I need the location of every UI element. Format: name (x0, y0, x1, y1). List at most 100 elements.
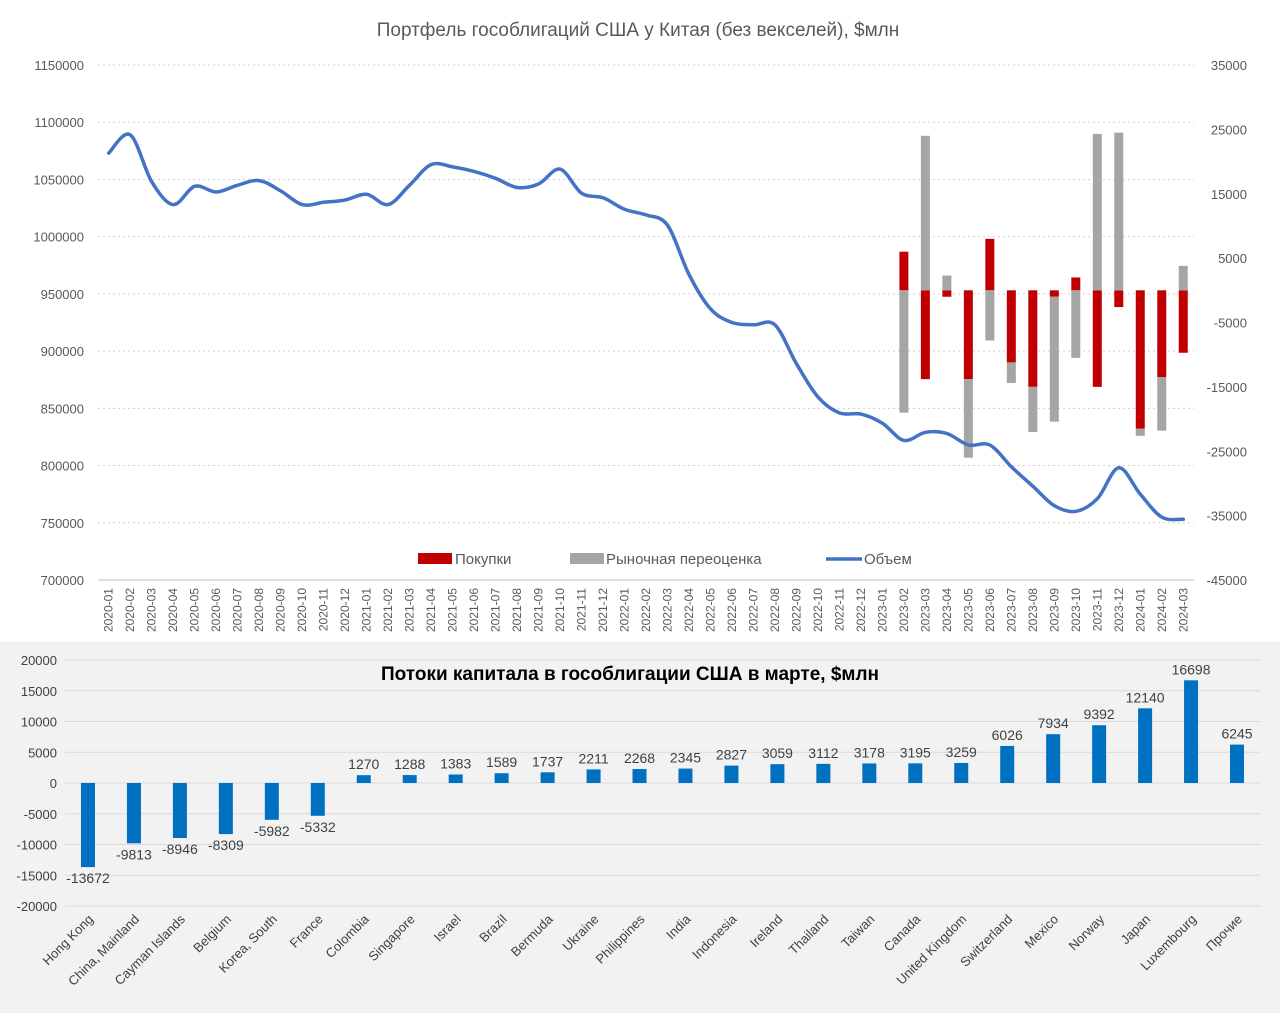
y-tick-label: -10000 (17, 838, 57, 853)
x-tick-label: 2021-04 (424, 588, 438, 632)
flow-bar (816, 763, 831, 783)
flow-bar (1046, 734, 1061, 783)
flow-bar (678, 768, 693, 783)
x-tick-label: 2023-06 (983, 588, 997, 632)
data-label: 6026 (992, 727, 1023, 743)
data-label: 2268 (624, 750, 655, 766)
category-label: Brazil (476, 911, 510, 945)
capital-flows-chart-svg: Потоки капитала в гособлигации США в мар… (17, 653, 1260, 989)
data-label: 3059 (762, 745, 793, 761)
data-label: 2211 (579, 750, 609, 766)
purchases-bar (1092, 290, 1102, 387)
category-label: Indonesia (689, 911, 740, 962)
chart-title-flows: Потоки капитала в гособлигации США в мар… (381, 664, 879, 685)
revaluation-bar (1178, 265, 1188, 291)
x-tick-label: 2022-10 (811, 588, 825, 632)
revaluation-bar (963, 379, 973, 458)
x-tick-label: 2020-08 (252, 588, 266, 632)
x-tick-label: 2024-03 (1176, 588, 1190, 632)
y-left-tick-label: 900000 (41, 344, 84, 359)
data-label: 9392 (1084, 706, 1115, 722)
flow-bar (954, 762, 969, 783)
y-left-tick-label: 950000 (41, 287, 84, 302)
category-label: Canada (881, 911, 924, 954)
y-tick-label: -15000 (17, 868, 57, 883)
legend-swatch-purchases (418, 553, 452, 564)
data-label: 3195 (900, 744, 931, 760)
x-tick-label: 2022-06 (725, 588, 739, 632)
x-tick-label: 2021-05 (446, 588, 460, 632)
data-label: 12140 (1126, 689, 1165, 705)
y-left-tick-label: 850000 (41, 401, 84, 416)
y-tick-label: 5000 (28, 745, 57, 760)
data-label: 1288 (394, 756, 425, 772)
flow-bar (402, 775, 417, 783)
y-right-tick-label: -25000 (1207, 444, 1247, 459)
x-tick-label: 2023-07 (1004, 588, 1018, 632)
category-label: Singapore (365, 912, 418, 965)
x-tick-label: 2023-04 (940, 588, 954, 632)
data-label: -5332 (300, 819, 336, 835)
purchases-bar (985, 238, 995, 291)
flow-bar (586, 769, 601, 783)
y-right-tick-label: 15000 (1211, 187, 1247, 202)
x-tick-label: 2020-07 (231, 588, 245, 632)
x-tick-label: 2023-11 (1090, 588, 1104, 631)
flow-bar (632, 769, 647, 783)
x-tick-label: 2022-12 (854, 588, 868, 632)
x-tick-label: 2020-04 (166, 588, 180, 632)
x-tick-label: 2020-11 (317, 588, 331, 631)
x-tick-label: 2022-07 (746, 588, 760, 632)
category-label: France (287, 912, 326, 951)
y-right-tick-label: 25000 (1211, 122, 1247, 137)
legend-label-purchases: Покупки (455, 551, 511, 568)
data-label: -13672 (66, 870, 110, 886)
x-tick-label: 2023-10 (1069, 588, 1083, 632)
purchases-bar (1006, 290, 1016, 363)
y-tick-label: 10000 (21, 715, 57, 730)
x-tick-label: 2022-03 (660, 588, 674, 632)
data-label: 16698 (1172, 661, 1211, 677)
x-tick-label: 2021-12 (596, 588, 610, 632)
flow-bar (80, 783, 95, 868)
y-right-tick-label: -45000 (1207, 573, 1247, 588)
data-label: 2827 (716, 747, 747, 763)
legend-label-volume: Объем (864, 551, 912, 568)
purchases-bar (1178, 290, 1188, 353)
data-label: 7934 (1038, 715, 1069, 731)
purchases-bar (1114, 290, 1124, 308)
x-tick-label: 2021-01 (360, 588, 374, 632)
flow-bar (1184, 680, 1199, 783)
flow-bar (356, 775, 371, 783)
x-tick-label: 2023-01 (875, 588, 889, 632)
y-right-tick-label: 5000 (1218, 251, 1247, 266)
x-tick-label: 2022-02 (639, 588, 653, 632)
purchases-bar (1049, 290, 1059, 297)
x-tick-label: 2021-03 (403, 588, 417, 632)
y-right-tick-label: -35000 (1207, 509, 1247, 524)
x-tick-label: 2022-04 (682, 588, 696, 632)
y-left-tick-label: 800000 (41, 459, 84, 474)
category-label: Mexico (1022, 912, 1062, 952)
flow-bar (908, 763, 923, 783)
category-label: Belgium (190, 912, 234, 956)
y-left-tick-label: 1100000 (34, 115, 84, 130)
y-right-tick-label: -15000 (1207, 380, 1247, 395)
data-label: -5982 (254, 823, 290, 839)
legend-swatch-revaluation (570, 553, 604, 564)
x-tick-label: 2021-11 (575, 588, 589, 631)
y-left-tick-label: 1150000 (34, 58, 84, 73)
flow-bar (494, 773, 509, 783)
data-label: 1589 (486, 754, 517, 770)
data-label: 6245 (1221, 726, 1252, 742)
flow-bar (1138, 708, 1153, 783)
portfolio-chart-svg: Портфель гособлигаций США у Китая (без в… (33, 20, 1247, 632)
x-tick-label: 2021-08 (510, 588, 524, 632)
flow-bar (1230, 744, 1245, 783)
legend-label-revaluation: Рыночная переоценка (606, 551, 762, 568)
x-tick-label: 2020-02 (123, 588, 137, 632)
data-label: 1270 (348, 756, 379, 772)
data-label: 3259 (946, 744, 977, 760)
x-tick-label: 2023-09 (1047, 588, 1061, 632)
y-left-tick-label: 750000 (41, 516, 84, 531)
